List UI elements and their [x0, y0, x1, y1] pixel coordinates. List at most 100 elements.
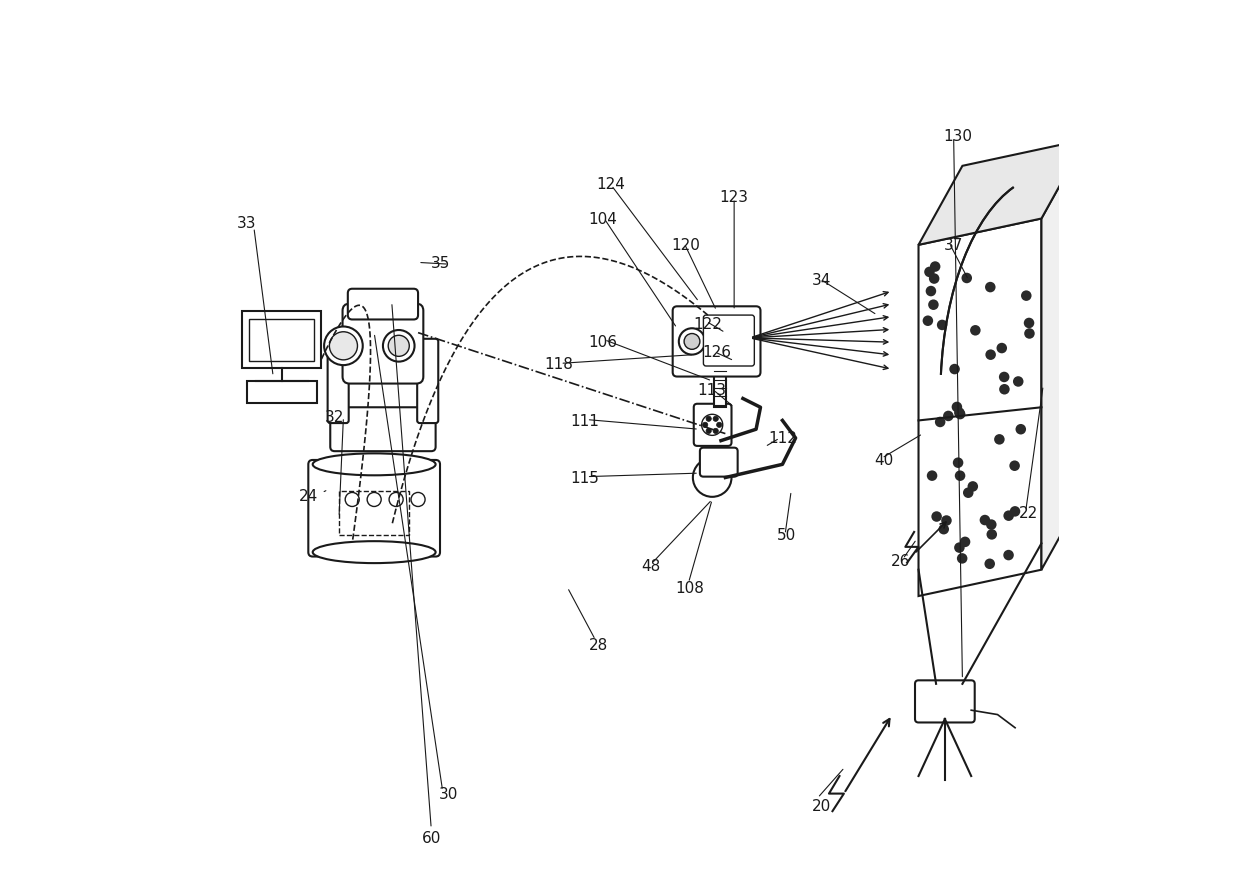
Circle shape — [367, 493, 381, 507]
Text: 28: 28 — [589, 637, 608, 652]
Circle shape — [717, 423, 722, 428]
Text: 33: 33 — [237, 216, 257, 232]
Text: 124: 124 — [596, 176, 626, 192]
Circle shape — [703, 423, 708, 428]
Text: 48: 48 — [641, 558, 661, 574]
FancyBboxPatch shape — [330, 408, 435, 452]
Circle shape — [330, 332, 357, 360]
Circle shape — [986, 520, 997, 531]
Text: 126: 126 — [702, 345, 732, 360]
Circle shape — [388, 336, 409, 357]
Circle shape — [985, 559, 994, 569]
Circle shape — [1013, 377, 1023, 388]
FancyBboxPatch shape — [243, 311, 321, 368]
Polygon shape — [919, 219, 1042, 596]
Circle shape — [929, 300, 939, 310]
Circle shape — [999, 384, 1009, 395]
Text: 30: 30 — [439, 786, 459, 802]
Circle shape — [345, 493, 360, 507]
Circle shape — [1003, 510, 1014, 521]
Text: 26: 26 — [892, 553, 910, 569]
Text: 60: 60 — [422, 830, 441, 845]
Ellipse shape — [312, 541, 435, 564]
Circle shape — [1024, 318, 1034, 329]
Circle shape — [1024, 329, 1034, 339]
Circle shape — [957, 553, 967, 564]
Text: 34: 34 — [812, 273, 832, 289]
Circle shape — [960, 537, 971, 547]
Circle shape — [924, 267, 935, 278]
Circle shape — [925, 287, 936, 297]
Text: 50: 50 — [777, 527, 796, 543]
Circle shape — [923, 316, 934, 326]
Circle shape — [713, 417, 718, 422]
FancyBboxPatch shape — [342, 304, 423, 384]
Circle shape — [963, 488, 973, 498]
FancyBboxPatch shape — [417, 339, 438, 424]
Text: 108: 108 — [676, 580, 704, 595]
Circle shape — [706, 417, 712, 422]
Text: 20: 20 — [812, 797, 832, 813]
Circle shape — [970, 325, 981, 336]
Circle shape — [980, 515, 991, 525]
FancyBboxPatch shape — [915, 681, 975, 723]
Circle shape — [1016, 424, 1025, 435]
Text: 112: 112 — [768, 431, 797, 446]
Text: 24: 24 — [299, 488, 317, 503]
Circle shape — [1021, 291, 1032, 302]
Ellipse shape — [312, 454, 435, 475]
FancyBboxPatch shape — [693, 404, 732, 446]
Circle shape — [950, 364, 960, 374]
Text: 40: 40 — [874, 453, 893, 468]
Polygon shape — [919, 140, 1085, 246]
Circle shape — [926, 471, 937, 481]
Text: 37: 37 — [944, 238, 963, 253]
Circle shape — [961, 274, 972, 284]
FancyBboxPatch shape — [249, 319, 315, 361]
Circle shape — [931, 511, 942, 522]
Circle shape — [955, 410, 966, 420]
Circle shape — [955, 471, 965, 481]
Text: 123: 123 — [719, 189, 749, 205]
Circle shape — [985, 282, 996, 293]
Circle shape — [706, 429, 712, 434]
Text: 113: 113 — [698, 382, 727, 398]
Circle shape — [930, 262, 940, 273]
Circle shape — [944, 411, 954, 422]
Text: 115: 115 — [570, 470, 599, 486]
Text: 35: 35 — [430, 255, 450, 271]
Circle shape — [951, 403, 962, 413]
Circle shape — [954, 543, 965, 553]
FancyBboxPatch shape — [672, 307, 760, 377]
Text: 122: 122 — [693, 317, 722, 332]
Circle shape — [939, 524, 949, 535]
FancyBboxPatch shape — [309, 460, 440, 557]
Circle shape — [324, 327, 363, 366]
Circle shape — [693, 459, 732, 497]
Text: 120: 120 — [671, 238, 701, 253]
Text: 22: 22 — [1018, 505, 1038, 521]
Text: 106: 106 — [588, 334, 618, 350]
Text: 104: 104 — [588, 211, 616, 227]
Circle shape — [954, 408, 965, 418]
Text: 32: 32 — [325, 409, 345, 424]
Circle shape — [713, 429, 718, 434]
FancyBboxPatch shape — [699, 448, 738, 477]
Circle shape — [999, 372, 1009, 382]
Circle shape — [383, 331, 414, 362]
Circle shape — [678, 329, 706, 355]
Circle shape — [389, 493, 403, 507]
FancyBboxPatch shape — [247, 381, 317, 403]
Circle shape — [994, 435, 1004, 446]
Polygon shape — [1042, 140, 1085, 570]
Text: 130: 130 — [944, 128, 972, 144]
Circle shape — [997, 344, 1007, 354]
Circle shape — [702, 415, 723, 436]
Circle shape — [929, 274, 940, 284]
Circle shape — [937, 320, 947, 331]
Text: 118: 118 — [544, 356, 573, 372]
Circle shape — [410, 493, 425, 507]
FancyBboxPatch shape — [327, 339, 348, 424]
Text: 111: 111 — [570, 413, 599, 429]
FancyBboxPatch shape — [347, 289, 418, 320]
